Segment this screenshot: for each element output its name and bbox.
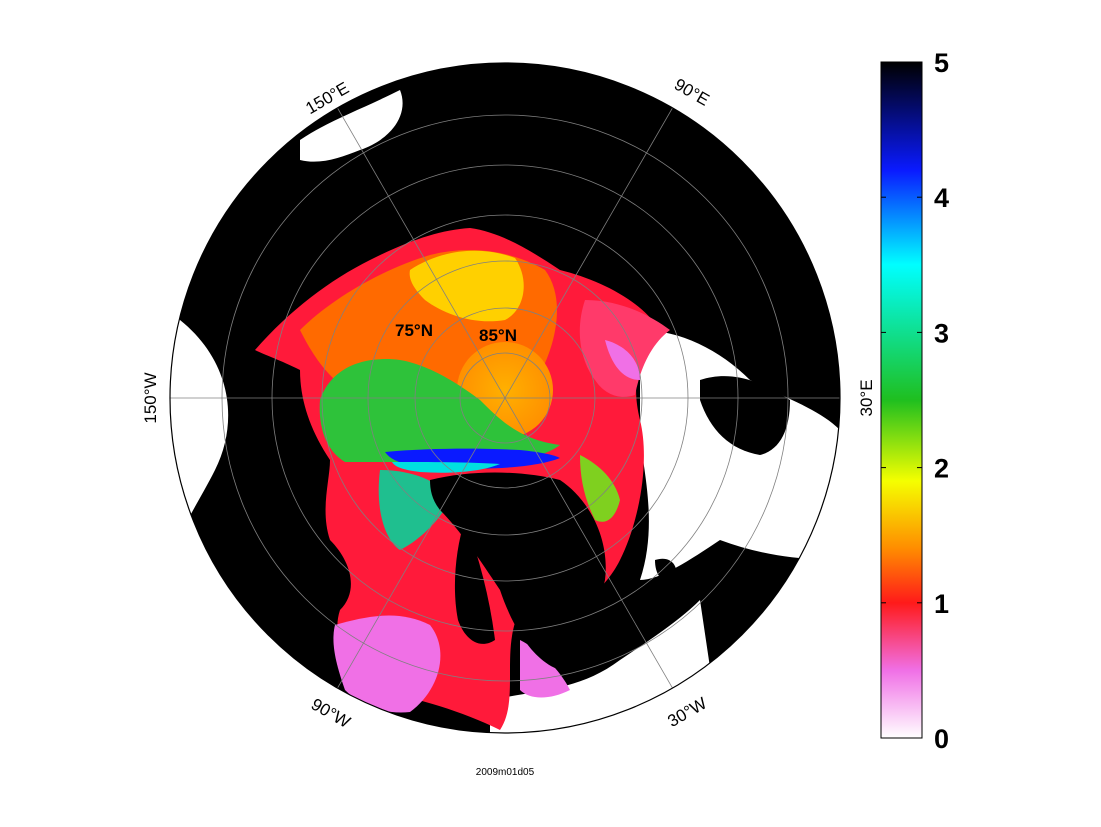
colorbar-gradient [880,61,923,739]
land-greenland [430,472,606,670]
colorbar-tick-label: 5 [934,48,949,78]
label-lon-30w: 30°W [664,694,710,731]
colorbar: 0 1 2 3 4 5 [880,48,949,754]
colorbar-tick-label: 3 [934,318,949,348]
colorbar-tick-label: 4 [934,183,949,213]
open-water-pacific [300,90,403,162]
label-lon-90w: 90°W [308,695,354,732]
label-lat-85n: 85°N [479,326,517,345]
label-lat-75n: 75°N [395,321,433,340]
land-svalbard [655,558,677,582]
ice-hudson-bay [333,615,441,713]
colorbar-tick-label: 1 [934,589,949,619]
meridian-90e-90w [337,107,673,689]
ice-baffin-edge [520,640,570,698]
ice-barents-edge [605,340,640,380]
date-label: 2009m01d05 [476,767,535,778]
label-lon-90e: 90°E [671,75,713,110]
open-water-norwegian-sea [640,330,840,580]
label-lat-60: 60 [267,257,283,273]
ice-yellow-patch [409,250,524,322]
ice-barents [579,300,670,397]
land-iceland [750,563,785,589]
label-lon-150w: 150°W [141,372,160,423]
ice-green-beaufort [319,359,560,463]
map-border [169,62,841,734]
map-disc [169,62,841,734]
colorbar-tick-label: 0 [934,724,949,754]
label-lon-30e: 30°E [857,379,876,416]
land-ellesmere [454,520,495,644]
colorbar-ticks: 0 1 2 3 4 5 [881,48,949,754]
ice-thick-cyan [392,462,500,473]
colorbar-tick-label: 2 [934,454,949,484]
graticule [170,107,840,689]
land-scandinavia [700,376,790,455]
